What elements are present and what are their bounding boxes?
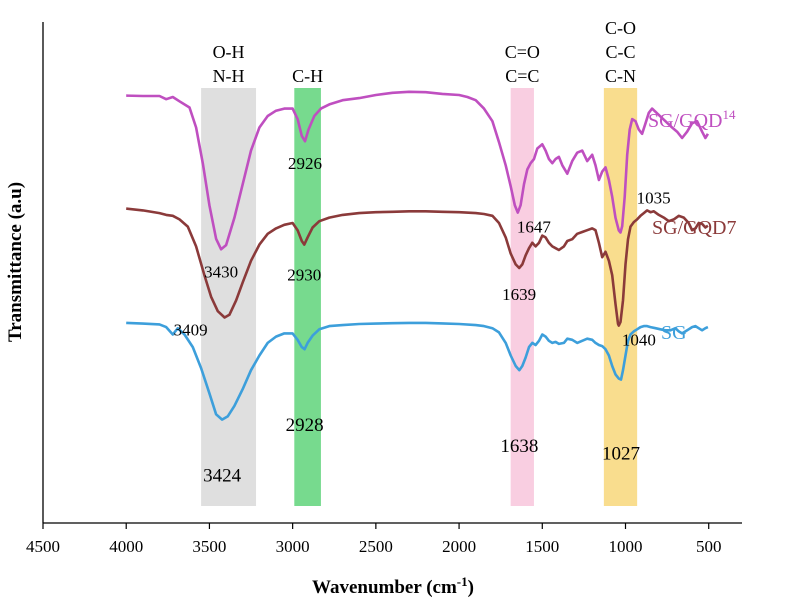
- band-label: C-C: [605, 42, 635, 62]
- series-label-name: SG: [661, 322, 687, 344]
- band-1: [294, 88, 321, 506]
- series-label-name: SG/GQD7: [652, 217, 736, 239]
- x-tick-label: 4000: [109, 537, 143, 556]
- peak-label: 1639: [502, 285, 536, 304]
- series-line-sg-gqd7: [126, 207, 709, 327]
- peak-annotations: 3430 2926 1647 1035 3409 2930 1639 1040 3424 2928…: [174, 154, 671, 486]
- series-label: SG/GQD7: [652, 217, 736, 239]
- band-label: C-N: [605, 66, 636, 86]
- series-label-sup: 14: [722, 107, 736, 122]
- series-line-sg: [126, 321, 709, 421]
- peak-label: 2930: [287, 266, 321, 285]
- series-label: SG/GQD14: [648, 107, 736, 132]
- x-tick-label: 500: [696, 537, 722, 556]
- x-ticks: 4500 4000 3500 3000 2500 2000 1500 1000 500: [26, 523, 721, 556]
- band-0: [201, 88, 257, 506]
- x-tick-label: 1500: [525, 537, 559, 556]
- x-tick-label: 4500: [26, 537, 60, 556]
- band-3: [603, 88, 638, 506]
- x-tick-label: 3000: [276, 537, 310, 556]
- peak-label: 3430: [204, 262, 238, 281]
- peak-label: 3409: [174, 321, 208, 340]
- x-tick-label: 2000: [442, 537, 476, 556]
- peak-label: 1035: [637, 188, 671, 207]
- x-tick-label: 3500: [192, 537, 226, 556]
- band-label: C-H: [292, 66, 323, 86]
- series-line-sg-gqd: [126, 90, 710, 251]
- x-axis-label-main: Wavenumber (cm: [312, 577, 457, 598]
- series-labels: SG/GQD14 SG/GQD7 SG: [648, 107, 736, 344]
- x-axis-label-sup: -1: [457, 574, 468, 589]
- band-label: O-H: [213, 42, 245, 62]
- series-lines: [126, 90, 710, 421]
- peak-label: 1638: [500, 436, 538, 457]
- x-tick-label: 2500: [359, 537, 393, 556]
- peak-label: 2928: [286, 415, 324, 436]
- band-regions: [201, 88, 638, 506]
- band-2: [510, 88, 534, 506]
- series-label: SG: [661, 322, 687, 344]
- band-label: C-O: [605, 18, 636, 38]
- series-label-name: SG/GQD: [648, 110, 722, 132]
- y-axis-label: Transmittance (a.u): [5, 182, 26, 342]
- x-axis-label: Wavenumber (cm-1): [312, 574, 474, 598]
- band-labels: O-H N-H C-H C=O C=C C-O C-C C-N: [213, 18, 636, 86]
- peak-label: 3424: [203, 466, 242, 487]
- peak-label: 2926: [288, 154, 322, 173]
- band-label: C=O: [505, 42, 540, 62]
- peak-label: 1027: [602, 444, 640, 465]
- peak-label: 1647: [517, 218, 552, 237]
- band-label: C=C: [505, 66, 539, 86]
- peak-label: 1040: [622, 331, 656, 350]
- band-label: N-H: [213, 66, 245, 86]
- x-axis-label-close: ): [468, 577, 474, 598]
- x-tick-label: 1000: [609, 537, 643, 556]
